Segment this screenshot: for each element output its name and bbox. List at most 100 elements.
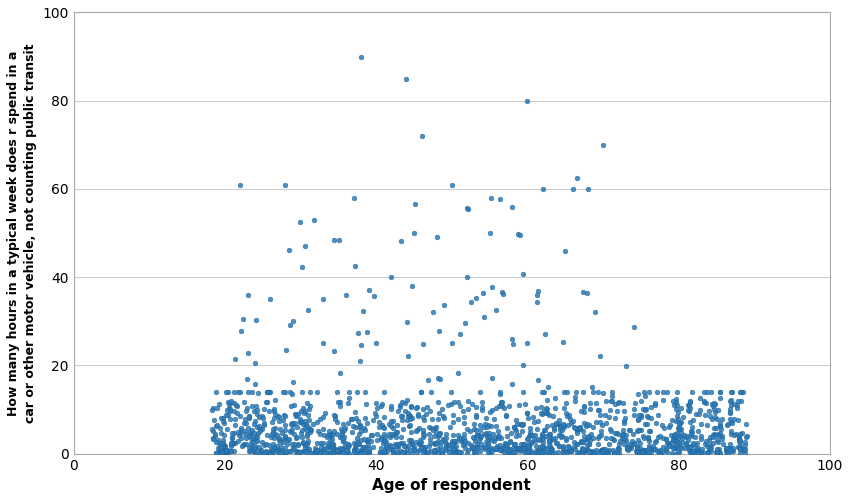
Point: [270, 442, 284, 450]
Point: [495, 400, 508, 408]
Point: [518, 400, 532, 408]
Point: [462, 206, 475, 214]
Point: [599, 419, 613, 427]
Point: [706, 400, 719, 408]
Point: [462, 404, 475, 412]
Point: [542, 437, 556, 445]
Point: [221, 388, 235, 396]
Point: [369, 412, 382, 420]
Point: [389, 433, 403, 441]
Point: [398, 448, 411, 456]
Point: [208, 430, 222, 438]
Point: [593, 352, 607, 360]
Point: [253, 446, 267, 454]
Point: [370, 340, 383, 347]
Point: [401, 352, 415, 360]
Point: [411, 446, 425, 454]
Point: [583, 406, 597, 413]
Point: [249, 402, 263, 410]
Point: [599, 448, 613, 456]
Point: [634, 412, 648, 420]
Point: [706, 433, 719, 441]
Point: [682, 436, 695, 444]
Point: [278, 432, 292, 440]
Point: [519, 435, 533, 443]
Point: [278, 450, 292, 458]
Point: [594, 446, 608, 454]
Point: [326, 430, 340, 438]
Point: [219, 449, 233, 457]
Point: [384, 273, 398, 281]
Point: [275, 429, 289, 437]
Point: [310, 418, 324, 426]
Point: [275, 446, 289, 454]
Point: [733, 449, 746, 457]
Point: [596, 141, 609, 149]
Point: [432, 430, 445, 438]
Point: [477, 289, 490, 297]
Point: [495, 446, 508, 454]
Point: [345, 428, 359, 436]
Point: [485, 284, 499, 292]
Point: [489, 404, 502, 412]
Point: [562, 410, 575, 418]
Point: [485, 447, 499, 455]
Point: [342, 440, 355, 448]
Point: [469, 426, 483, 434]
Point: [576, 447, 590, 455]
Point: [243, 431, 257, 439]
Point: [376, 435, 389, 443]
Point: [663, 422, 677, 430]
Point: [441, 402, 455, 409]
Point: [445, 440, 459, 448]
Point: [219, 446, 233, 454]
Point: [559, 400, 573, 407]
Point: [679, 433, 693, 441]
Point: [698, 412, 711, 420]
Point: [316, 414, 330, 422]
Point: [680, 439, 694, 447]
Point: [422, 376, 435, 384]
Point: [534, 409, 547, 417]
Point: [606, 388, 620, 396]
Point: [685, 428, 699, 436]
Point: [370, 399, 383, 407]
Point: [711, 438, 725, 446]
Point: [716, 415, 729, 423]
Point: [545, 420, 558, 428]
Point: [354, 421, 367, 429]
Point: [556, 420, 570, 428]
Point: [482, 429, 496, 437]
Point: [466, 433, 479, 441]
Point: [540, 422, 553, 430]
Point: [592, 447, 606, 455]
Point: [708, 408, 722, 416]
Point: [601, 448, 615, 456]
Point: [454, 434, 468, 442]
Point: [504, 449, 518, 457]
Point: [518, 444, 531, 452]
Point: [417, 416, 431, 424]
Point: [582, 440, 596, 448]
Point: [602, 414, 615, 422]
Point: [348, 448, 361, 456]
Point: [446, 418, 460, 426]
Point: [723, 427, 737, 435]
Point: [589, 418, 603, 426]
Point: [497, 404, 511, 412]
Point: [595, 446, 609, 454]
Point: [374, 435, 388, 443]
Point: [220, 446, 234, 454]
Point: [303, 404, 316, 412]
Point: [316, 440, 330, 448]
Point: [348, 448, 362, 456]
Point: [479, 420, 492, 428]
Point: [540, 408, 553, 416]
Point: [293, 415, 307, 423]
Point: [634, 426, 648, 434]
Point: [542, 450, 556, 458]
Point: [419, 449, 433, 457]
Point: [470, 430, 484, 438]
Point: [220, 448, 234, 456]
Point: [623, 426, 637, 434]
